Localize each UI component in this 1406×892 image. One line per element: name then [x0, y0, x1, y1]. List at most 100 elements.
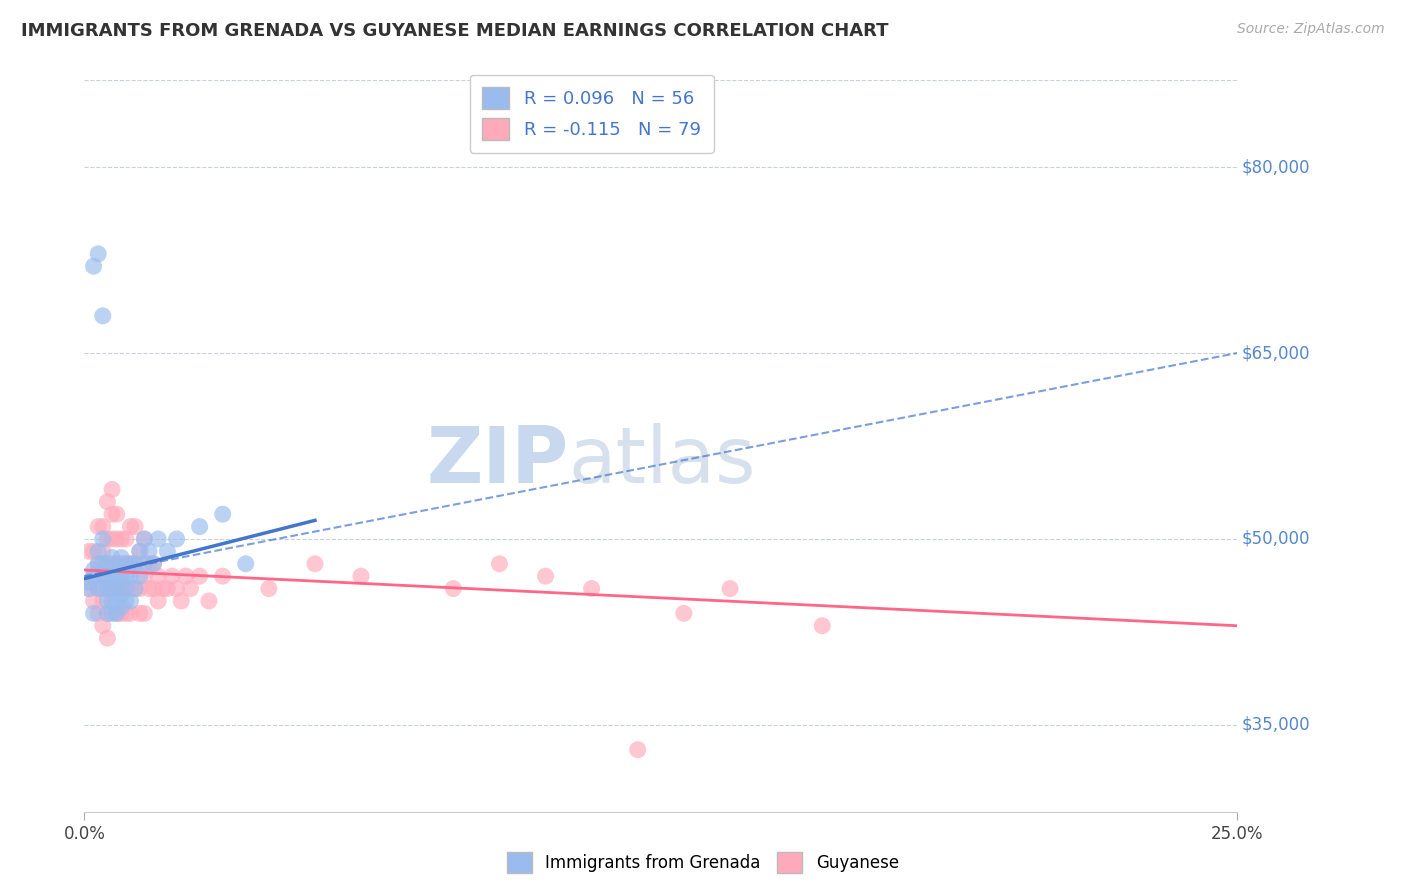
Point	[534, 569, 557, 583]
Point	[142, 557, 165, 571]
Point	[128, 607, 150, 621]
Point	[77, 544, 100, 558]
Point	[146, 594, 169, 608]
Point	[110, 600, 132, 615]
Point	[146, 532, 169, 546]
Point	[96, 532, 118, 546]
Point	[581, 582, 603, 596]
Point	[101, 582, 124, 596]
Point	[138, 544, 160, 558]
Point	[83, 544, 105, 558]
Point	[627, 743, 650, 757]
Point	[211, 507, 233, 521]
Point	[96, 631, 118, 645]
Point	[101, 607, 124, 621]
Point	[105, 607, 128, 621]
Point	[488, 557, 510, 571]
Point	[96, 569, 118, 583]
Point	[91, 594, 114, 608]
Point	[96, 495, 118, 509]
Point	[87, 247, 110, 261]
Point	[235, 557, 257, 571]
Point	[120, 557, 142, 571]
Point	[110, 588, 132, 602]
Text: atlas: atlas	[568, 423, 756, 499]
Point	[115, 532, 138, 546]
Text: $65,000: $65,000	[1241, 344, 1310, 362]
Point	[170, 594, 193, 608]
Text: IMMIGRANTS FROM GRENADA VS GUYANESE MEDIAN EARNINGS CORRELATION CHART: IMMIGRANTS FROM GRENADA VS GUYANESE MEDI…	[21, 22, 889, 40]
Point	[179, 582, 201, 596]
Point	[105, 507, 128, 521]
Point	[166, 532, 188, 546]
Point	[83, 607, 105, 621]
Point	[134, 557, 156, 571]
Point	[77, 582, 100, 596]
Point	[101, 483, 124, 497]
Text: $35,000: $35,000	[1241, 716, 1310, 734]
Point	[166, 582, 188, 596]
Point	[134, 532, 156, 546]
Point	[110, 532, 132, 546]
Point	[128, 544, 150, 558]
Point	[110, 563, 132, 577]
Point	[115, 557, 138, 571]
Point	[120, 582, 142, 596]
Point	[128, 544, 150, 558]
Point	[142, 557, 165, 571]
Point	[87, 582, 110, 596]
Point	[83, 569, 105, 583]
Point	[211, 569, 233, 583]
Point	[441, 582, 464, 596]
Point	[96, 582, 118, 596]
Text: $50,000: $50,000	[1241, 530, 1310, 548]
Point	[91, 557, 114, 571]
Point	[105, 594, 128, 608]
Point	[91, 582, 114, 596]
Point	[101, 582, 124, 596]
Point	[96, 582, 118, 596]
Point	[156, 582, 179, 596]
Point	[257, 582, 280, 596]
Point	[174, 569, 197, 583]
Point	[87, 557, 110, 571]
Point	[115, 607, 138, 621]
Point	[188, 569, 211, 583]
Point	[110, 550, 132, 565]
Point	[105, 569, 128, 583]
Point	[77, 582, 100, 596]
Point	[115, 582, 138, 596]
Point	[120, 607, 142, 621]
Point	[105, 582, 128, 596]
Point	[105, 607, 128, 621]
Point	[83, 594, 105, 608]
Point	[128, 582, 150, 596]
Point	[152, 582, 174, 596]
Point	[110, 557, 132, 571]
Point	[96, 607, 118, 621]
Point	[91, 519, 114, 533]
Point	[120, 569, 142, 583]
Point	[160, 569, 183, 583]
Point	[134, 532, 156, 546]
Point	[91, 544, 114, 558]
Point	[91, 309, 114, 323]
Point	[91, 619, 114, 633]
Point	[105, 582, 128, 596]
Point	[124, 582, 146, 596]
Point	[96, 594, 118, 608]
Point	[142, 582, 165, 596]
Point	[138, 582, 160, 596]
Point	[83, 259, 105, 273]
Point	[718, 582, 741, 596]
Point	[350, 569, 373, 583]
Point	[87, 519, 110, 533]
Point	[96, 557, 118, 571]
Point	[134, 569, 156, 583]
Point	[304, 557, 326, 571]
Point	[91, 532, 114, 546]
Point	[96, 607, 118, 621]
Point	[87, 557, 110, 571]
Point	[110, 607, 132, 621]
Point	[146, 569, 169, 583]
